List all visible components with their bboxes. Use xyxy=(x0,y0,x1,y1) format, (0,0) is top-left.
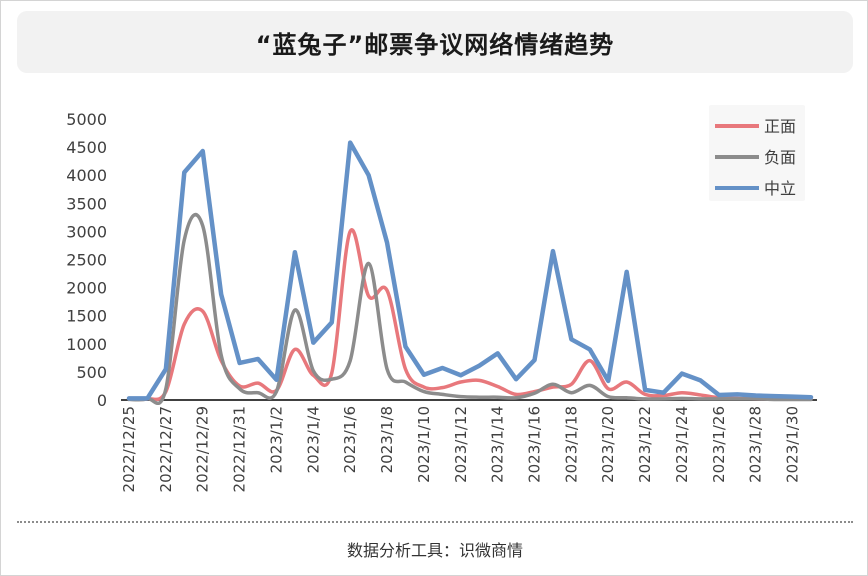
y-tick-label: 3000 xyxy=(66,222,107,241)
x-tick-label: 2022/12/27 xyxy=(157,406,175,492)
x-tick-label: 2023/1/24 xyxy=(673,406,691,483)
footer-divider xyxy=(17,521,853,523)
y-tick-label: 4500 xyxy=(66,138,107,157)
x-tick-label: 2023/1/14 xyxy=(489,406,507,483)
x-tick-label: 2023/1/2 xyxy=(267,406,285,473)
y-tick-label: 1500 xyxy=(66,307,107,326)
x-tick-label: 2023/1/18 xyxy=(562,406,580,483)
series-line-2 xyxy=(127,212,813,405)
y-tick-label: 2000 xyxy=(66,279,107,298)
legend-box xyxy=(709,105,805,201)
x-tick-label: 2022/12/25 xyxy=(120,406,138,492)
chart-title: “蓝兔子”邮票争议网络情绪趋势 xyxy=(255,30,615,59)
x-tick-label: 2023/1/20 xyxy=(599,406,617,483)
x-tick-label: 2023/1/10 xyxy=(415,406,433,483)
x-tick-label: 2023/1/26 xyxy=(710,406,728,483)
x-tick-label: 2023/1/16 xyxy=(526,406,544,483)
y-tick-label: 3500 xyxy=(66,194,107,213)
legend-label-1: 正面 xyxy=(764,117,796,136)
y-tick-label: 500 xyxy=(76,363,107,382)
x-tick-label: 2023/1/8 xyxy=(378,406,396,473)
x-tick-label: 2023/1/4 xyxy=(304,406,322,473)
x-tick-label: 2023/1/30 xyxy=(784,406,802,483)
title-bar: “蓝兔子”邮票争议网络情绪趋势 xyxy=(17,11,853,73)
series-line-1 xyxy=(127,228,813,402)
series-line-3 xyxy=(126,140,814,401)
x-tick-label: 2022/12/29 xyxy=(194,406,212,492)
x-tick-label: 2023/1/6 xyxy=(341,406,359,473)
x-tick-label: 2023/1/12 xyxy=(452,406,470,483)
x-tick-label: 2023/1/22 xyxy=(636,406,654,483)
legend-label-3: 中立 xyxy=(764,179,796,198)
x-tick-label: 2022/12/31 xyxy=(231,406,249,492)
legend-label-2: 负面 xyxy=(764,148,796,167)
y-tick-label: 2500 xyxy=(66,251,107,270)
footer-source: 数据分析工具：识微商情 xyxy=(346,541,523,560)
line-chart: 0 500 1000 1500 2000 2500 3000 3500 4000 4500 5000… xyxy=(66,105,817,492)
y-tick-label: 4000 xyxy=(66,166,107,185)
y-tick-label: 5000 xyxy=(66,110,107,129)
y-tick-label: 0 xyxy=(97,391,107,410)
y-tick-label: 1000 xyxy=(66,335,107,354)
x-tick-label: 2023/1/28 xyxy=(747,406,765,483)
